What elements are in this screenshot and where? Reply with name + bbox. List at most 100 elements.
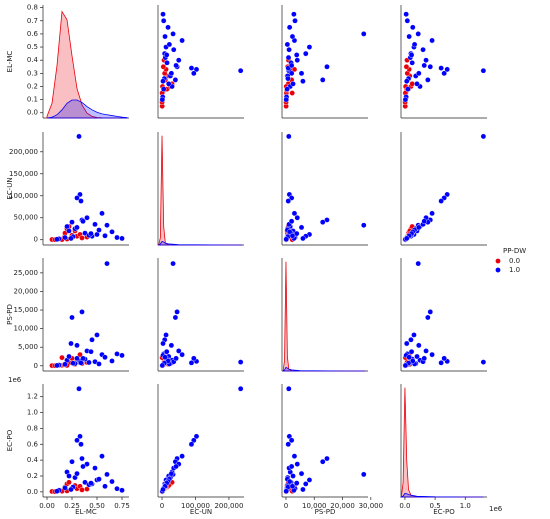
- scatter-point: [173, 463, 179, 470]
- scatter-point: [79, 309, 85, 315]
- scatter-point: [294, 461, 301, 467]
- scatter-point: [78, 441, 84, 448]
- scatter-point: [416, 70, 422, 77]
- scatter-point: [78, 198, 84, 204]
- scatter-point: [421, 355, 428, 362]
- scatter-point: [300, 235, 306, 242]
- scatter-point: [162, 354, 168, 361]
- scatter-point: [319, 77, 326, 83]
- scatter-point: [416, 342, 422, 349]
- scatter-point: [179, 453, 185, 459]
- x-tick-label: 20,000: [330, 502, 355, 510]
- scatter-point: [403, 63, 410, 70]
- scatter-point: [109, 478, 115, 485]
- scatter-point: [438, 198, 444, 204]
- scatter-point: [114, 485, 120, 492]
- y-tick-label: 0.3: [27, 69, 38, 77]
- kde-area: [46, 10, 127, 119]
- scatter-point: [179, 37, 185, 44]
- scatter-point: [88, 480, 94, 486]
- scatter-point: [403, 11, 409, 17]
- scatter-point: [438, 65, 444, 71]
- y-tick-label: 0.5: [27, 43, 38, 51]
- offset-label: 1e6: [8, 376, 22, 384]
- scatter-point: [191, 70, 197, 77]
- scatter-point: [360, 222, 367, 229]
- scatter-point: [480, 67, 487, 74]
- scatter-point: [160, 17, 167, 24]
- scatter-point: [404, 17, 411, 24]
- scatter-point: [285, 54, 292, 61]
- y-tick-label: 20,000: [14, 287, 39, 295]
- x-axis-label: PS-PD: [315, 508, 336, 516]
- y-tick-label: 0.8: [27, 4, 38, 12]
- y-tick-label: 0.8: [27, 424, 38, 432]
- scatter-point: [421, 62, 428, 69]
- scatter-point: [159, 362, 166, 369]
- scatter-point: [193, 433, 200, 440]
- scatter-point: [77, 433, 83, 440]
- scatter-point: [289, 33, 296, 40]
- scatter-point: [427, 309, 434, 315]
- scatter-point: [179, 351, 185, 358]
- legend-title: PP-DW: [503, 247, 526, 255]
- scatter-point: [74, 342, 80, 349]
- scatter-point: [292, 17, 298, 24]
- x-axis-label: EL-MC: [75, 508, 97, 516]
- scatter-point: [438, 360, 444, 366]
- scatter-point: [188, 360, 195, 366]
- scatter-point: [102, 483, 108, 490]
- scatter-point: [86, 359, 92, 366]
- scatter-point: [409, 60, 415, 66]
- scatter-point: [298, 70, 305, 77]
- scatter-point: [403, 340, 410, 347]
- scatter-point: [288, 437, 295, 444]
- scatter-point: [405, 86, 411, 92]
- scatter-point: [168, 470, 175, 477]
- scatter-point: [291, 453, 298, 459]
- scatter-point: [62, 234, 68, 241]
- scatter-point: [294, 214, 301, 221]
- scatter-point: [162, 33, 168, 40]
- scatter-point: [89, 336, 95, 343]
- scatter-point: [360, 31, 367, 37]
- x-tick-label: 0.0: [399, 502, 410, 510]
- x-tick-label: 0: [160, 502, 164, 510]
- scatter-point: [285, 198, 292, 204]
- scatter-point: [62, 361, 68, 368]
- scatter-point: [163, 52, 170, 58]
- scatter-point: [59, 354, 65, 361]
- scatter-point: [291, 11, 297, 17]
- scatter-point: [306, 44, 313, 50]
- y-tick-label: 0.0: [27, 488, 38, 496]
- scatter-point: [411, 41, 418, 48]
- scatter-point: [306, 477, 313, 483]
- scatter-point: [66, 353, 72, 360]
- y-tick-label: 5,000: [18, 343, 38, 351]
- scatter-point: [319, 219, 326, 225]
- scatter-point: [88, 230, 94, 237]
- scatter-point: [289, 90, 295, 96]
- scatter-point: [294, 57, 301, 63]
- scatter-point: [480, 133, 487, 140]
- scatter-point: [285, 133, 292, 140]
- scatter-point: [425, 314, 431, 321]
- x-tick-label: 0.50: [89, 502, 105, 510]
- scatter-point: [109, 358, 115, 364]
- scatter-point: [291, 210, 298, 217]
- scatter-point: [62, 485, 68, 491]
- scatter-point: [88, 348, 94, 355]
- scatter-point: [420, 46, 426, 53]
- scatter-point: [164, 60, 170, 66]
- scatter-point: [191, 355, 197, 362]
- scatter-point: [66, 473, 72, 479]
- y-axis-label: EL-MC: [6, 51, 14, 73]
- scatter-point: [293, 52, 300, 58]
- scatter-point: [414, 353, 420, 360]
- scatter-point: [54, 236, 60, 243]
- scatter-point: [302, 481, 309, 487]
- scatter-point: [77, 351, 83, 358]
- scatter-point: [66, 228, 72, 234]
- scatter-point: [289, 483, 296, 490]
